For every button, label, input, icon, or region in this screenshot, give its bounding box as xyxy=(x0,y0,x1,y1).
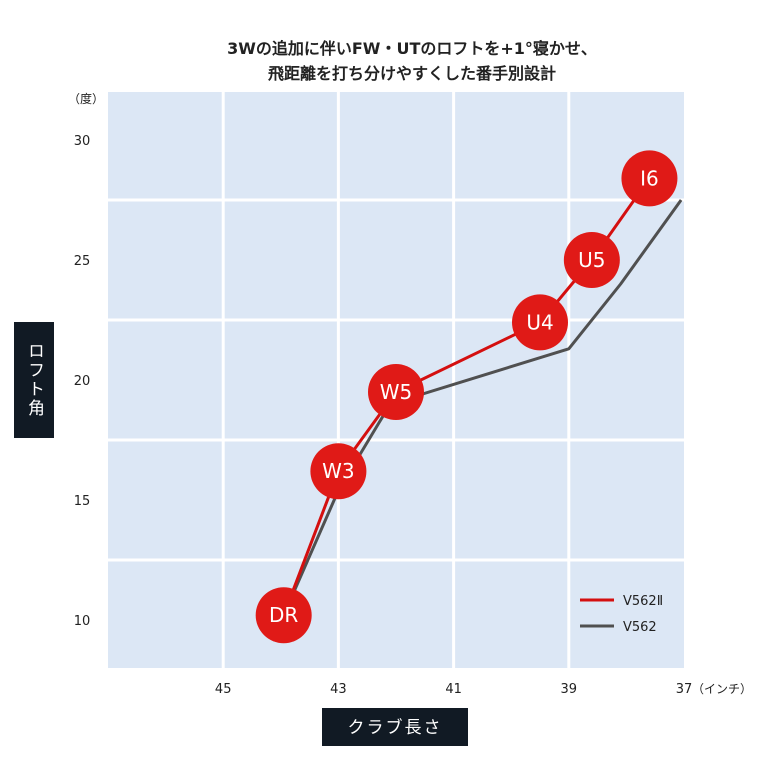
marker-circle xyxy=(563,232,620,288)
legend: V562Ⅱ V562 xyxy=(580,594,663,635)
marker-circle xyxy=(512,294,568,351)
x-axis-title-box xyxy=(322,708,468,746)
legend-label-v562ii: V562Ⅱ xyxy=(623,594,663,609)
x-tick-label: 39 xyxy=(561,682,578,697)
x-unit-label: （インチ） xyxy=(692,682,752,696)
y-axis-title-box xyxy=(14,322,54,438)
marker-circle xyxy=(310,443,367,500)
x-tick-label: 45 xyxy=(215,682,232,697)
y-tick-label: 15 xyxy=(74,494,91,509)
legend-label-v562: V562 xyxy=(623,620,657,635)
marker-circle xyxy=(368,364,424,420)
y-tick-label: 25 xyxy=(74,254,91,269)
y-unit-label: （度） xyxy=(68,91,104,106)
x-axis-title: クラブ長さ xyxy=(348,717,443,738)
marker-label: W5 xyxy=(380,380,413,404)
y-axis-title: ロフト角 xyxy=(24,342,45,418)
club-marker-w3: W3 xyxy=(310,443,367,500)
club-marker-i6: I6 xyxy=(621,150,678,207)
y-tick-label: 30 xyxy=(74,134,91,149)
y-tick-labels: 10 15 20 25 30 xyxy=(74,134,91,629)
club-marker-u4: U4 xyxy=(512,294,568,351)
marker-circle xyxy=(621,150,678,207)
x-tick-labels: 45 43 41 39 37 xyxy=(215,682,692,697)
marker-label: W3 xyxy=(322,459,355,483)
club-marker-u5: U5 xyxy=(563,232,620,288)
series-line-v562 xyxy=(282,199,683,616)
x-tick-label: 41 xyxy=(445,682,462,697)
grid-lines xyxy=(108,92,684,668)
marker-label: U4 xyxy=(526,310,553,334)
marker-label: U5 xyxy=(578,248,605,272)
marker-circle xyxy=(255,587,312,644)
x-tick-label: 37 xyxy=(676,682,693,697)
marker-label: DR xyxy=(269,603,298,627)
club-marker-dr: DR xyxy=(255,587,312,644)
y-tick-label: 20 xyxy=(74,374,91,389)
chart-title-line-1: 3Wの追加に伴いFW・UTのロフトを+1°寝かせ、 xyxy=(227,39,597,58)
club-markers: DR W3 W5 U4 U5 I6 xyxy=(255,150,678,644)
x-tick-label: 43 xyxy=(330,682,347,697)
y-tick-label: 10 xyxy=(74,614,91,629)
chart-title-line-2: 飛距離を打ち分けやすくした番手別設計 xyxy=(267,64,556,83)
marker-label: I6 xyxy=(640,166,659,190)
club-marker-w5: W5 xyxy=(368,364,424,420)
